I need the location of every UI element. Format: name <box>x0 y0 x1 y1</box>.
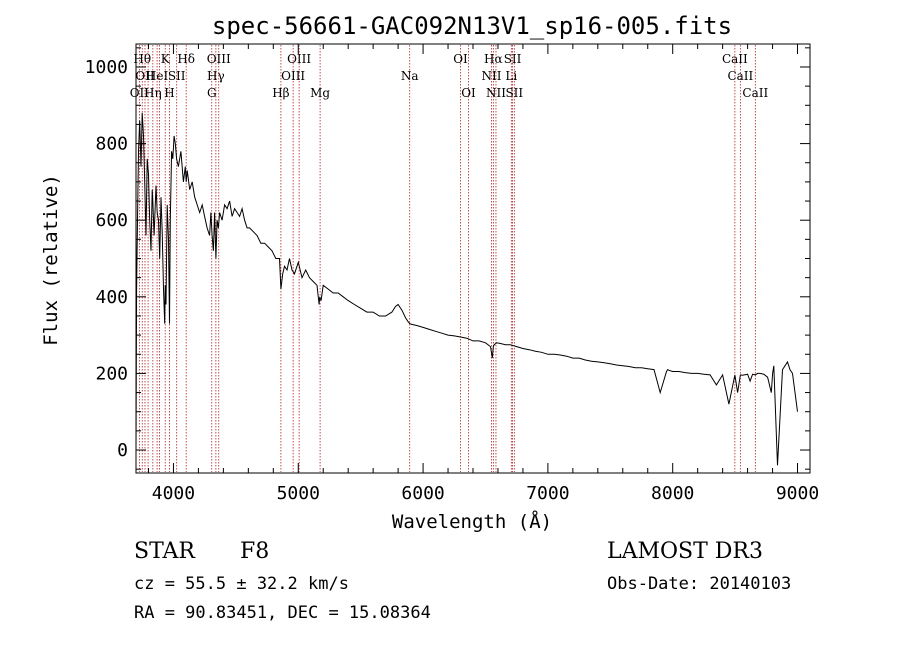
x-axis-label: Wavelength (Å) <box>392 510 552 533</box>
spectral-line-label: NII <box>481 69 501 83</box>
spectral-line-label: Hη <box>144 86 162 100</box>
spectral-line-label: Hα <box>484 52 503 66</box>
axis-tick-labels: 4000 5000 6000 7000 8000 9000 0 200 400 600 800 100… <box>85 57 820 504</box>
spectral-line-markers <box>138 45 756 472</box>
spectral-line-label: Na <box>401 69 419 83</box>
spectral-line-label: NII <box>486 86 506 100</box>
chart-title: spec-56661-GAC092N13V1_sp16-005.fits <box>212 12 732 40</box>
spectral-line-label: H <box>164 86 174 100</box>
spectral-line-label: Hγ <box>207 69 225 83</box>
spectral-line-label: OII <box>130 86 150 100</box>
redshift-velocity: cz = 55.5 ± 32.2 km/s <box>134 574 349 594</box>
spectral-line-label: Hβ <box>272 86 289 100</box>
y-axis-label: Flux (relative) <box>40 174 62 346</box>
spectral-subclass: F8 <box>240 539 270 564</box>
spectral-line-label: SII <box>505 86 523 100</box>
spectral-line-label: HeI <box>146 69 169 83</box>
spectral-line-label: OII <box>135 69 155 83</box>
observation-date: Obs-Date: 20140103 <box>607 574 792 594</box>
spectral-line-label: CaII <box>727 69 753 83</box>
x-tick-label: 6000 <box>401 483 444 504</box>
object-class: STAR <box>134 539 195 564</box>
spectral-line-labels: OIIHθOIIHηHeIKHSIIHδGHγOIIIHβOIIIOIIIMgN… <box>130 52 769 100</box>
spectral-line-label: SII <box>168 69 186 83</box>
y-tick-label: 0 <box>117 440 128 461</box>
x-tick-label: 9000 <box>776 483 819 504</box>
spectral-line-label: SII <box>504 52 522 66</box>
spectral-line-label: OI <box>461 86 476 100</box>
x-tick-label: 7000 <box>526 483 569 504</box>
spectral-line-label: Li <box>505 69 517 83</box>
spectral-line-label: CaII <box>742 86 768 100</box>
spectrum-line <box>135 112 798 466</box>
spectral-line-label: CaII <box>722 52 748 66</box>
y-tick-label: 1000 <box>85 57 128 78</box>
spectral-line-label: OIII <box>207 52 231 66</box>
spectral-line-label: Mg <box>310 86 330 100</box>
spectral-line-label: OIII <box>287 52 311 66</box>
x-tick-label: 5000 <box>277 483 320 504</box>
x-tick-label: 8000 <box>651 483 694 504</box>
spectral-line-label: Hδ <box>177 52 195 66</box>
spectral-line-label: OIII <box>281 69 305 83</box>
y-tick-label: 400 <box>95 287 128 308</box>
spectral-line-label: Hθ <box>133 52 151 66</box>
y-tick-label: 200 <box>95 363 128 384</box>
plot-frame <box>135 43 811 474</box>
survey-name: LAMOST DR3 <box>607 539 763 564</box>
spectral-line-label: K <box>161 52 171 66</box>
axis-ticks <box>136 44 810 473</box>
y-tick-label: 600 <box>95 210 128 231</box>
spectral-line-label: OI <box>453 52 468 66</box>
y-tick-label: 800 <box>95 134 128 155</box>
coordinates: RA = 90.83451, DEC = 15.08364 <box>134 603 431 623</box>
x-tick-label: 4000 <box>152 483 195 504</box>
spectral-line-label: G <box>207 86 217 100</box>
